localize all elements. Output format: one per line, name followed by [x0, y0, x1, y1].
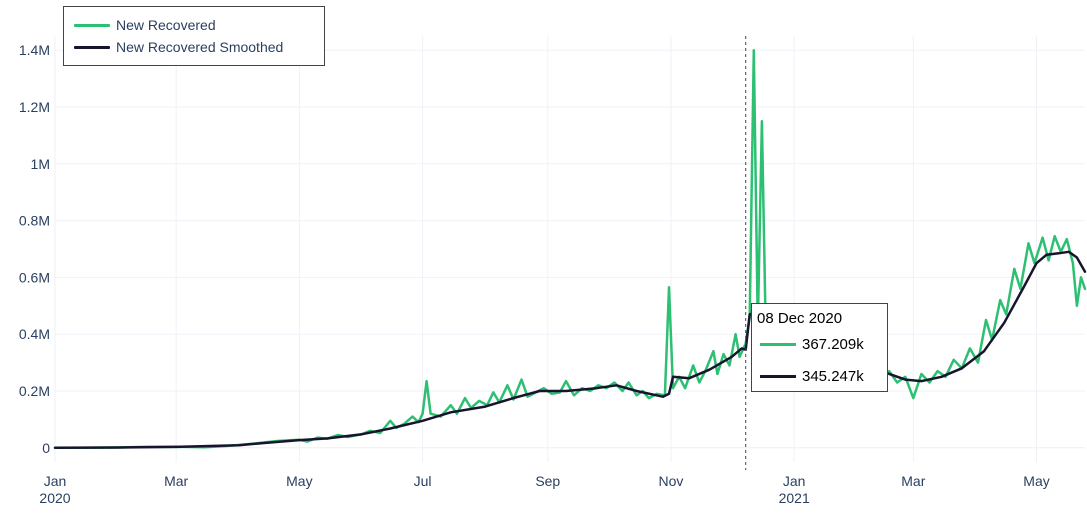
series-line-new-recovered-smoothed: [53, 250, 1087, 450]
x-tick-label: Mar: [164, 473, 188, 489]
tooltip-value: 367.209k: [802, 336, 864, 353]
legend: New Recovered New Recovered Smoothed: [63, 6, 325, 66]
x-tick-label: Nov: [659, 473, 684, 489]
tooltip-swatch: [760, 375, 796, 378]
y-tick-label: 0.8M: [19, 213, 50, 229]
x-tick-label: May: [286, 473, 312, 489]
x-tick-label: May: [1023, 473, 1049, 489]
y-tick-label: 1.4M: [19, 42, 50, 58]
x-tick-label: Jan: [44, 473, 67, 489]
x-tick-label: Mar: [901, 473, 925, 489]
legend-item-new-recovered-smoothed[interactable]: New Recovered Smoothed: [74, 37, 283, 57]
tooltip-date: 08 Dec 2020: [757, 310, 843, 327]
tooltip-row-new-recovered-smoothed: 345.247k: [760, 368, 864, 385]
legend-label: New Recovered Smoothed: [116, 39, 284, 55]
y-tick-label: 1M: [31, 156, 50, 172]
y-axis: 0 0.2M 0.4M 0.6M 0.8M 1M 1.2M 1.4M: [19, 42, 50, 456]
x-tick-year-label: 2021: [779, 490, 810, 506]
x-tick-year-label: 2020: [39, 490, 70, 506]
x-tick-label: Jul: [414, 473, 432, 489]
series-line-new-recovered: [53, 48, 1087, 450]
tooltip-row-new-recovered: 367.209k: [760, 336, 864, 353]
legend-swatch-new-recovered: [74, 23, 110, 27]
tooltip-value: 345.247k: [802, 368, 864, 385]
y-tick-label: 0: [42, 440, 50, 456]
y-tick-label: 1.2M: [19, 99, 50, 115]
y-tick-label: 0.6M: [19, 269, 50, 285]
x-tick-label: Sep: [535, 473, 560, 489]
y-tick-label: 0.2M: [19, 383, 50, 399]
x-tick-label: Jan: [783, 473, 806, 489]
tooltip-swatch: [760, 343, 796, 346]
legend-swatch-new-recovered-smoothed: [74, 45, 110, 49]
grid-lines: [54, 36, 1085, 462]
y-tick-label: 0.4M: [19, 326, 50, 342]
hover-tooltip: 08 Dec 2020 367.209k 345.247k: [751, 303, 888, 392]
series-layer: [53, 48, 1087, 450]
legend-item-new-recovered[interactable]: New Recovered: [74, 15, 216, 35]
legend-label: New Recovered: [116, 17, 216, 33]
